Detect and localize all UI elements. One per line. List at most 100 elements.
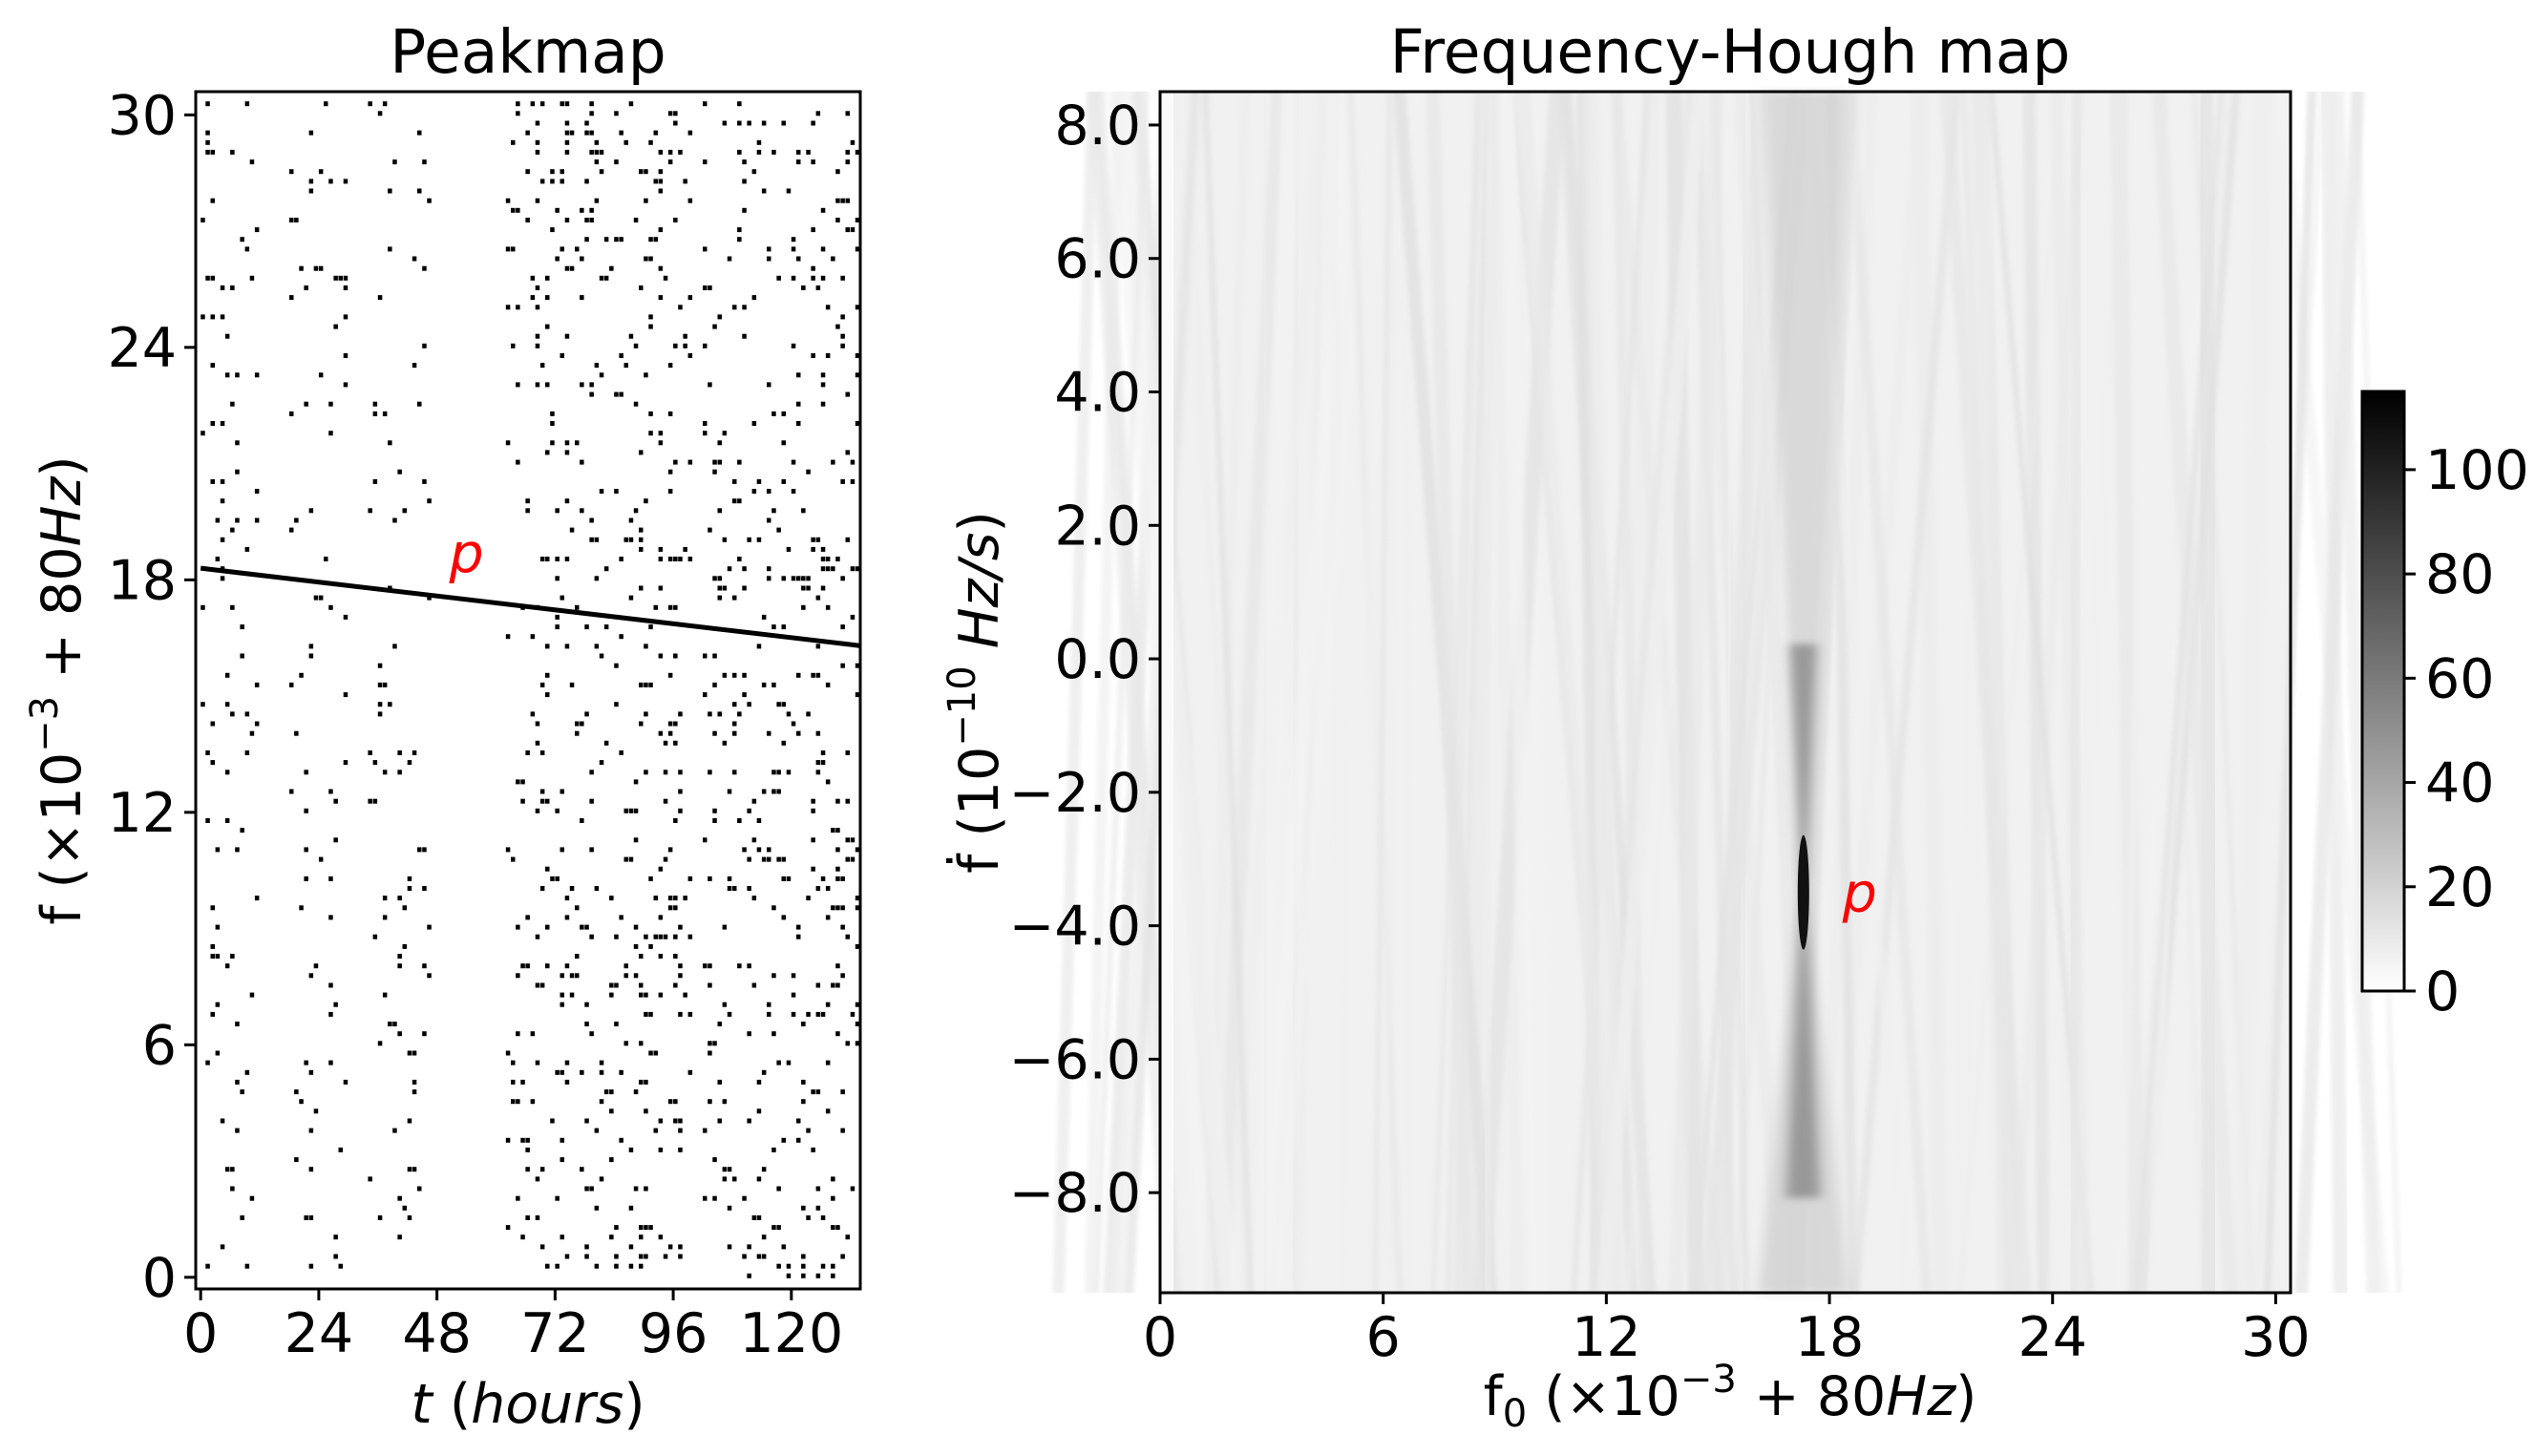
peakmap-peak-dot — [550, 411, 555, 416]
peakmap-peak-dot — [781, 120, 786, 126]
peakmap-peak-dot — [210, 954, 215, 959]
peakmap-peak-dot — [648, 314, 653, 320]
peakmap-p-annotation: p — [448, 522, 483, 585]
peakmap-peak-dot — [761, 1167, 767, 1172]
peakmap-peak-dot — [235, 1022, 240, 1026]
peakmap-peak-dot — [230, 1167, 235, 1172]
peakmap-peak-dot — [407, 760, 412, 766]
peakmap-peak-dot — [712, 469, 717, 475]
peakmap-peak-dot — [603, 1089, 609, 1095]
peakmap-peak-dot — [545, 924, 550, 930]
peakmap-peak-dot — [569, 265, 575, 271]
peakmap-peak-dot — [550, 1118, 555, 1124]
peakmap-peak-dot — [564, 963, 570, 969]
peakmap-peak-dot — [623, 808, 628, 813]
peakmap-peak-dot — [575, 246, 580, 252]
peakmap-peak-dot — [422, 478, 427, 484]
peakmap-peak-dot — [742, 1195, 747, 1201]
peakmap-peak-dot — [820, 760, 826, 766]
peakmap-peak-dot — [505, 440, 511, 446]
peakmap-peak-dot — [516, 111, 520, 116]
peakmap-peak-dot — [580, 459, 584, 465]
peakmap-peak-dot — [580, 295, 584, 301]
peakmap-peak-dot — [722, 120, 728, 126]
peakmap-peak-dot — [717, 1079, 722, 1085]
peakmap-peak-dot — [717, 1022, 722, 1026]
peakmap-peak-dot — [377, 111, 383, 116]
peakmap-peak-dot — [820, 750, 826, 755]
peakmap-peak-dot — [372, 401, 378, 407]
peakmap-peak-dot — [801, 585, 806, 591]
peakmap-peak-dot — [663, 798, 668, 804]
peakmap-peak-dot — [712, 576, 717, 581]
peakmap-peak-dot — [806, 896, 811, 901]
peakmap-peak-dot — [545, 963, 550, 969]
peakmap-peak-dot — [835, 1225, 840, 1231]
hough-xlabel-post: + 80 — [1737, 1365, 1887, 1428]
peakmap-peak-dot — [249, 275, 255, 281]
peakmap-peak-dot — [584, 1254, 589, 1259]
peakmap-peak-dot — [235, 847, 240, 853]
peakmap-peak-dot — [525, 1137, 530, 1143]
peakmap-peak-dot — [761, 682, 767, 687]
peakmap-peak-dot — [667, 363, 673, 369]
peakmap-peak-dot — [402, 1205, 407, 1211]
peakmap-peak-dot — [580, 1069, 584, 1075]
peakmap-peak-dot — [589, 798, 594, 804]
peakmap-peak-dot — [840, 314, 845, 320]
peakmap-peak-dot — [761, 789, 767, 794]
hough-background-streak — [2011, 91, 2085, 1294]
peakmap-peak-dot — [781, 856, 786, 862]
peakmap-peak-dot — [633, 808, 639, 813]
peakmap-peak-dot — [678, 808, 683, 813]
peakmap-peak-dot — [377, 702, 383, 707]
peakmap-peak-dot — [835, 982, 840, 988]
hough-xlabel: f0 (×10−3 + 80Hz) — [1484, 1358, 1977, 1436]
peakmap-peak-dot — [603, 566, 609, 572]
peakmap-peak-dot — [747, 808, 751, 813]
peakmap-peak-dot — [368, 750, 372, 755]
peakmap-peak-dot — [667, 672, 673, 678]
peakmap-peak-dot — [653, 934, 658, 939]
peakmap-xlabel-close: ) — [623, 1373, 644, 1436]
hough-background-streak — [1202, 91, 1255, 1294]
peakmap-peak-dot — [215, 924, 221, 930]
peakmap-ytick-label: 18 — [107, 549, 177, 612]
peakmap-peak-dot — [658, 915, 664, 920]
peakmap-xlabel-open: ( — [450, 1373, 471, 1436]
peakmap-peak-dot — [820, 1011, 826, 1017]
peakmap-peak-dot — [392, 517, 397, 523]
peakmap-peak-dot — [210, 943, 215, 949]
peakmap-peak-dot — [673, 721, 678, 727]
peakmap-peak-dot — [505, 634, 511, 640]
peakmap-peak-dot — [564, 644, 570, 649]
peakmap-peak-dot — [815, 770, 821, 775]
peakmap-peak-dot — [796, 372, 801, 378]
peakmap-peak-dot — [599, 149, 604, 155]
peakmap-peak-dot — [855, 353, 860, 358]
peakmap-peak-dot — [825, 557, 831, 561]
peakmap-peak-dot — [751, 1215, 757, 1220]
peakmap-peak-dot — [781, 876, 786, 881]
peakmap-peak-dot — [422, 1031, 427, 1037]
peakmap-peak-dot — [796, 1137, 801, 1143]
peakmap-peak-dot — [318, 856, 324, 862]
peakmap-peak-dot — [220, 421, 225, 426]
peakmap-peak-dot — [511, 207, 516, 213]
peakmap-peak-dot — [683, 343, 687, 348]
peakmap-peak-dot — [801, 1263, 806, 1269]
peakmap-peak-dot — [397, 896, 402, 901]
peakmap-peak-dot — [708, 711, 712, 717]
peakmap-peak-dot — [737, 237, 742, 243]
hough-ylabel-pre: (10 — [948, 747, 1011, 855]
peakmap-peak-dot — [806, 1215, 811, 1220]
peakmap-peak-dot — [722, 585, 728, 591]
peakmap-peak-dot — [648, 237, 653, 243]
peakmap-peak-dot — [786, 876, 792, 881]
peakmap-peak-dot — [791, 237, 796, 243]
peakmap-peak-dot — [324, 101, 328, 107]
peakmap-peak-dot — [599, 653, 604, 659]
peakmap-peak-dot — [644, 169, 648, 175]
peakmap-peak-dot — [535, 343, 540, 348]
peakmap-peak-dot — [756, 478, 762, 484]
